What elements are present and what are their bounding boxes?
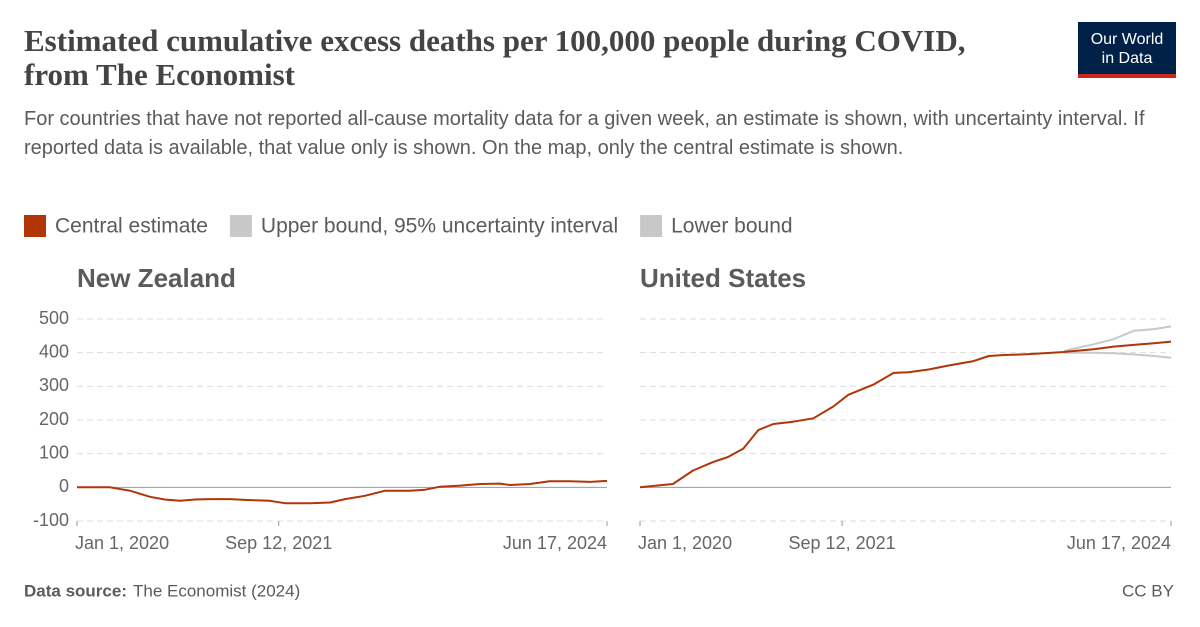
legend-label: Upper bound, 95% uncertainty interval [261, 215, 618, 238]
x-tick-label: Sep 12, 2021 [789, 533, 896, 553]
x-tick-label: Jun 17, 2024 [503, 533, 607, 553]
legend-swatch [229, 215, 252, 237]
x-tick-label: Jan 1, 2020 [75, 533, 169, 553]
series-line [77, 479, 608, 505]
panel-title: New Zealand [77, 263, 236, 293]
legend-label: Lower bound [671, 215, 792, 238]
logo-box [1078, 22, 1176, 74]
y-tick-label: 200 [39, 409, 69, 429]
subtitle: For countries that have not reported all… [24, 108, 1145, 159]
legend-swatch [24, 215, 46, 237]
logo-text: Our World [1091, 31, 1164, 48]
x-tick-label: Jun 17, 2024 [1067, 533, 1171, 553]
x-tick-label: Sep 12, 2021 [225, 533, 332, 553]
logo-text: in Data [1102, 50, 1153, 67]
subtitle-line: For countries that have not reported all… [24, 108, 1145, 130]
source-label: Data source: [24, 581, 127, 600]
y-tick-label: -100 [33, 510, 69, 530]
series-line [1063, 325, 1172, 352]
logo-bar [1078, 74, 1176, 78]
series-line [639, 340, 1172, 489]
x-tick-label: Jan 1, 2020 [638, 533, 732, 553]
y-tick-label: 500 [39, 308, 69, 328]
legend-label: Central estimate [55, 215, 208, 238]
subtitle-line: reported data is available, that value o… [24, 137, 903, 159]
y-tick-label: 400 [39, 341, 69, 361]
title-line: from The Economist [24, 57, 296, 92]
y-tick-label: 0 [59, 476, 69, 496]
y-tick-label: 100 [39, 442, 69, 462]
series-line [1063, 351, 1172, 359]
title: Estimated cumulative excess deaths per 1… [24, 23, 965, 92]
title-line: Estimated cumulative excess deaths per 1… [24, 23, 965, 58]
y-tick-label: 300 [39, 375, 69, 395]
license: CC BY [1122, 581, 1174, 600]
source: The Economist (2024) [133, 581, 300, 600]
panel-title: United States [640, 263, 806, 293]
legend-swatch [640, 215, 663, 237]
